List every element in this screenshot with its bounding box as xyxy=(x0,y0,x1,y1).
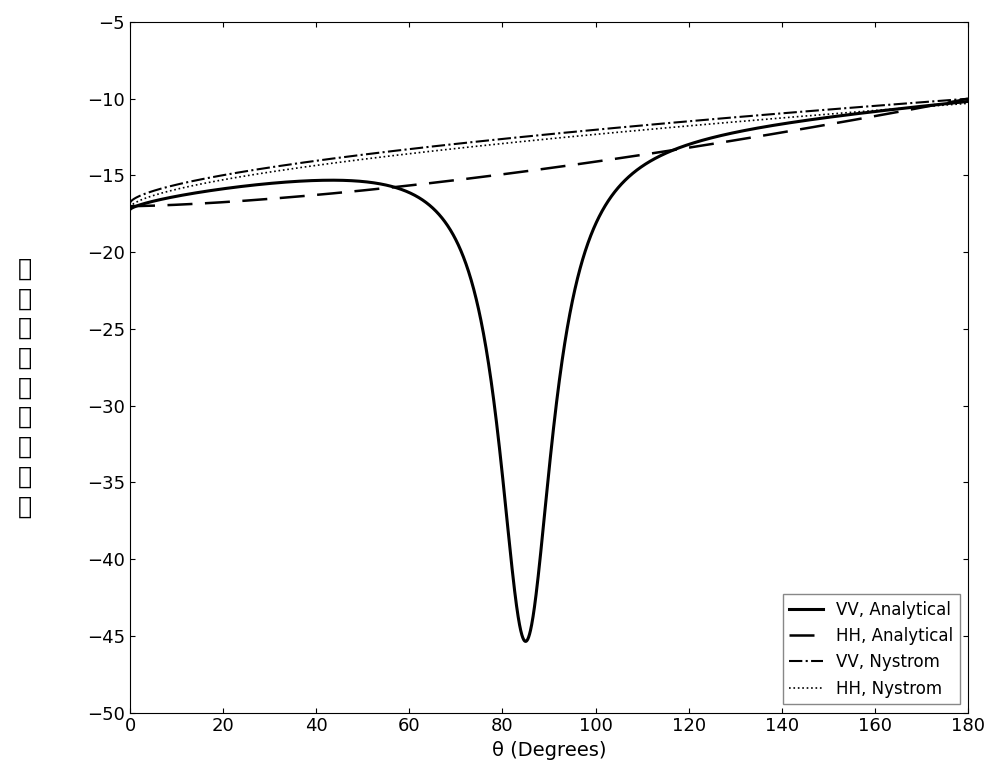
HH, Analytical xyxy=(882,109,894,119)
VV, Analytical xyxy=(631,165,643,174)
VV, Analytical xyxy=(304,176,316,185)
VV, Analytical xyxy=(358,177,370,186)
HH, Nystrom xyxy=(304,162,316,171)
VV, Nystrom xyxy=(358,150,370,159)
HH, Analytical xyxy=(358,186,370,195)
VV, Analytical xyxy=(883,105,895,115)
VV, Analytical xyxy=(124,205,136,214)
HH, Nystrom xyxy=(358,154,370,164)
HH, Analytical xyxy=(124,202,136,211)
VV, Analytical xyxy=(646,156,658,165)
HH, Nystrom xyxy=(645,125,657,134)
HH, Analytical xyxy=(962,94,974,103)
VV, Analytical xyxy=(962,97,974,106)
Line: VV, Nystrom: VV, Nystrom xyxy=(130,98,968,203)
Line: HH, Analytical: HH, Analytical xyxy=(130,98,968,206)
HH, Nystrom xyxy=(124,203,136,212)
VV, Nystrom xyxy=(631,121,643,130)
VV, Nystrom xyxy=(645,120,657,129)
HH, Nystrom xyxy=(631,126,643,135)
HH, Analytical xyxy=(631,151,643,160)
Legend: VV, Analytical, HH, Analytical, VV, Nystrom, HH, Nystrom: VV, Analytical, HH, Analytical, VV, Nyst… xyxy=(783,594,960,704)
Text: 双
站
雷
达
散
射
横
截
面: 双 站 雷 达 散 射 横 截 面 xyxy=(18,257,32,518)
VV, Analytical xyxy=(520,637,532,646)
HH, Analytical xyxy=(304,191,316,200)
VV, Nystrom xyxy=(882,100,894,109)
HH, Nystrom xyxy=(882,105,894,114)
Line: VV, Analytical: VV, Analytical xyxy=(130,102,968,642)
X-axis label: θ (Degrees): θ (Degrees) xyxy=(492,741,606,760)
HH, Analytical xyxy=(645,149,657,158)
HH, Nystrom xyxy=(961,98,973,108)
Line: HH, Nystrom: HH, Nystrom xyxy=(130,103,968,208)
VV, Analytical xyxy=(962,97,974,106)
HH, Nystrom xyxy=(962,98,974,108)
VV, Nystrom xyxy=(961,94,973,103)
HH, Analytical xyxy=(961,95,973,104)
VV, Nystrom xyxy=(124,198,136,208)
VV, Nystrom xyxy=(304,157,316,167)
VV, Nystrom xyxy=(962,94,974,103)
